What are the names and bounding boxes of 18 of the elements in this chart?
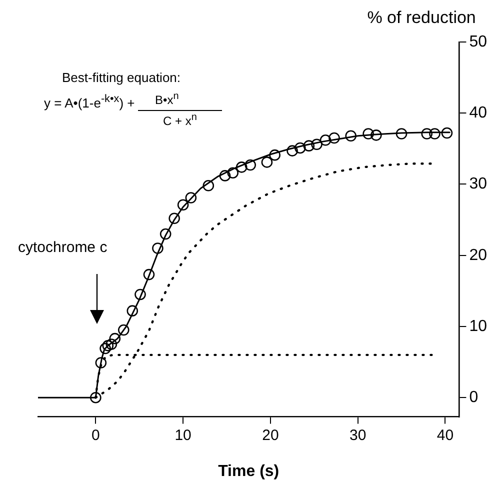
x-tick-label: 10	[174, 426, 192, 444]
annotation: C + x$^{n}$	[138, 110, 222, 128]
y-tick-label: 20	[469, 246, 488, 264]
y-tick-label: 40	[469, 104, 488, 122]
y-tick-label: 10	[469, 318, 488, 335]
annotation: B•x$^{n}$	[155, 91, 179, 107]
x-tick-label: 40	[436, 426, 454, 444]
y-tick-label: 50	[469, 33, 488, 50]
y-tick-label: 30	[469, 176, 488, 193]
x-tick-label: 20	[262, 426, 279, 444]
annotation: y = A•(1-e$^{-k•x}$) +	[44, 93, 135, 110]
x-axis-title: Time (s)	[218, 462, 280, 480]
annotation: cytochrome c	[18, 239, 108, 256]
y-axis-title: % of reduction	[367, 8, 476, 28]
x-tick-label: 0	[92, 426, 100, 444]
annotation: Best-fitting equation:	[62, 70, 181, 85]
x-tick-label: 30	[349, 426, 366, 444]
y-tick-label: 0	[469, 389, 478, 406]
